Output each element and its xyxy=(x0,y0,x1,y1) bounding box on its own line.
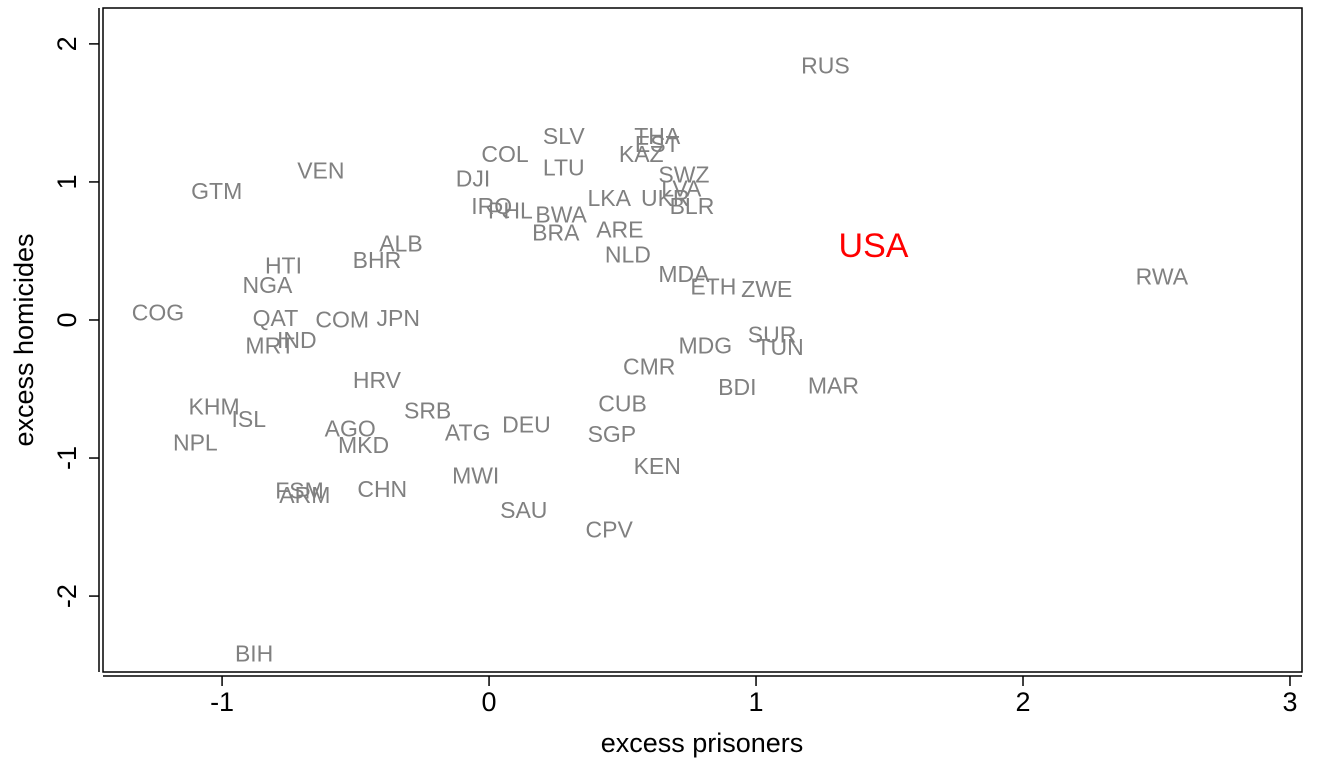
point-label: FSM xyxy=(275,478,324,504)
point-label: MDG xyxy=(678,333,732,359)
point-label: USA xyxy=(839,227,909,265)
point-label: ALB xyxy=(379,231,422,257)
point-label: DEU xyxy=(502,411,551,437)
point-label: BLR xyxy=(670,193,715,219)
point-label: IRQ xyxy=(471,193,512,219)
point-label: CUB xyxy=(598,391,647,417)
point-label: MKD xyxy=(338,432,389,458)
point-label: MAR xyxy=(808,373,859,399)
point-label: IND xyxy=(277,327,317,353)
point-label: CMR xyxy=(623,353,675,379)
point-label: LTU xyxy=(543,155,585,181)
point-label: KHM xyxy=(189,393,240,419)
x-tick-label: 1 xyxy=(749,687,764,717)
point-label: RUS xyxy=(801,52,850,78)
point-label: KEN xyxy=(634,453,681,479)
y-axis-title: excess homicides xyxy=(9,233,39,446)
y-tick-label: 1 xyxy=(52,174,82,189)
point-label: COM xyxy=(315,306,369,332)
x-tick-label: 2 xyxy=(1015,687,1030,717)
point-label: UKR xyxy=(641,185,690,211)
point-label: HTI xyxy=(265,253,302,279)
point-label: THA xyxy=(634,123,681,149)
point-label: PHL xyxy=(488,197,533,223)
point-label: NGA xyxy=(243,272,294,298)
point-label: NLD xyxy=(605,242,651,268)
point-label: QAT xyxy=(253,305,299,331)
point-label: LKA xyxy=(587,185,631,211)
point-label: BHR xyxy=(353,247,402,273)
plot-area xyxy=(102,7,1303,673)
x-axis-title: excess prisoners xyxy=(601,728,804,758)
point-label: ETH xyxy=(690,273,736,299)
point-label: AGO xyxy=(325,415,376,441)
point-label: NPL xyxy=(173,429,218,455)
point-label: SRB xyxy=(404,398,451,424)
x-tick-label: -1 xyxy=(210,687,234,717)
point-label: GTM xyxy=(191,178,242,204)
point-label: CHN xyxy=(357,476,407,502)
point-label: CPV xyxy=(586,516,634,542)
point-label: MRT xyxy=(245,333,294,359)
point-label: SLV xyxy=(543,123,585,149)
point-label: COG xyxy=(132,300,184,326)
point-label: ISL xyxy=(232,406,267,432)
y-tick-label: -1 xyxy=(52,446,82,470)
point-label: BIH xyxy=(235,641,273,667)
point-label: RWA xyxy=(1136,264,1189,290)
point-label: BWA xyxy=(535,202,587,228)
point-label: LVA xyxy=(661,175,702,201)
y-tick-label: -2 xyxy=(52,584,82,608)
point-label: DJI xyxy=(456,166,491,192)
y-tick-label: 0 xyxy=(52,312,82,327)
x-tick-label: 3 xyxy=(1282,687,1297,717)
y-tick-label: 2 xyxy=(52,36,82,51)
point-label: ARM xyxy=(279,482,330,508)
x-tick-label: 0 xyxy=(482,687,497,717)
point-label: VEN xyxy=(297,157,344,183)
point-label: ATG xyxy=(445,420,491,446)
point-label: SAU xyxy=(500,497,547,523)
point-label: ZWE xyxy=(741,276,792,302)
point-label: MWI xyxy=(452,462,499,488)
point-label: BDI xyxy=(718,374,756,400)
point-label: TUN xyxy=(756,334,803,360)
point-label: MDA xyxy=(658,261,710,287)
point-label: KAZ xyxy=(619,141,664,167)
point-label: COL xyxy=(481,141,529,167)
point-label: SGP xyxy=(588,421,637,447)
point-label: SWZ xyxy=(658,161,709,187)
point-label: HRV xyxy=(353,367,402,393)
point-label: JPN xyxy=(377,305,420,331)
point-label: EST xyxy=(635,131,680,157)
point-label: SUR xyxy=(748,322,797,348)
point-label: ARE xyxy=(596,217,643,243)
point-label: BRA xyxy=(532,219,580,245)
